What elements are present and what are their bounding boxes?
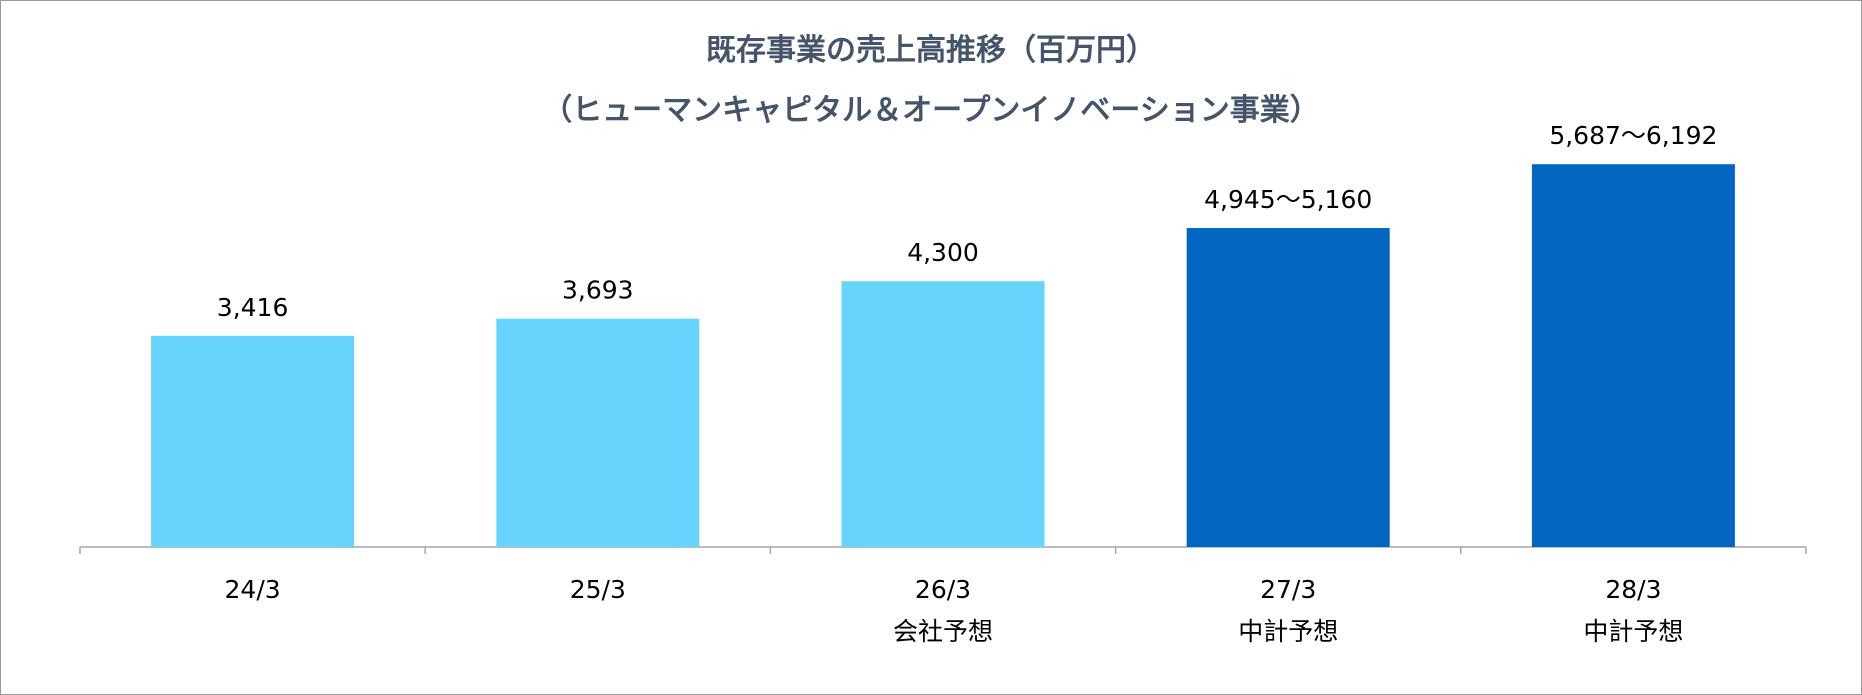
bar-28-3 (1531, 164, 1735, 548)
x-tick-sublabel: 中計予想 (1583, 617, 1683, 646)
data-label: 4,300 (907, 238, 979, 267)
bar-27-3 (1186, 228, 1390, 547)
bar-25-3 (496, 318, 700, 547)
data-label: 3,416 (217, 293, 289, 322)
x-tick-label: 26/3 (915, 575, 971, 604)
x-tick-sublabel: 会社予想 (893, 617, 993, 646)
chart-title: 既存事業の売上高推移（百万円） （ヒューマンキャピタル＆オープンイノベーション事… (1, 21, 1861, 141)
data-label: 5,687〜6,192 (1549, 121, 1717, 150)
bar-24-3 (151, 335, 355, 547)
data-label: 3,693 (562, 276, 634, 305)
x-tick-label: 25/3 (570, 575, 626, 604)
chart-title-line1: 既存事業の売上高推移（百万円） (706, 33, 1156, 68)
bar-26-3 (841, 281, 1045, 547)
x-tick-sublabel: 中計予想 (1238, 617, 1338, 646)
data-label: 4,945〜5,160 (1204, 185, 1372, 214)
x-tick-label: 27/3 (1260, 575, 1316, 604)
chart-title-line2: （ヒューマンキャピタル＆オープンイノベーション事業） (542, 93, 1320, 128)
x-tick-label: 28/3 (1605, 575, 1661, 604)
x-tick-label: 24/3 (225, 575, 281, 604)
